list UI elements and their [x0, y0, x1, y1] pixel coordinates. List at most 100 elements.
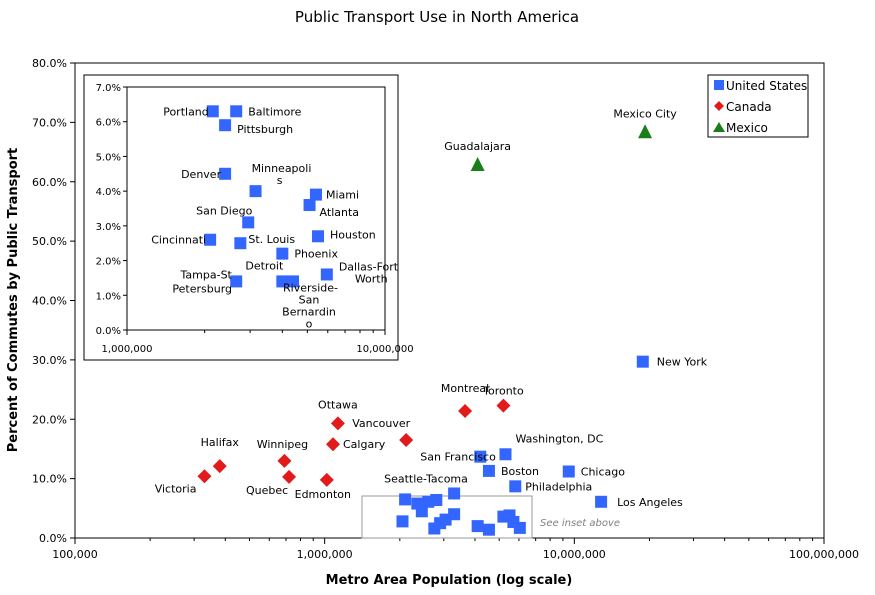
point-label: San Francisco: [420, 451, 496, 464]
inset-y-tick-label: 4.0%: [96, 187, 121, 198]
point-label: Guadalajara: [444, 140, 511, 153]
inset-point-label: Pittsburgh: [237, 123, 293, 136]
inset-indicator-box: [361, 495, 533, 539]
us-point: [396, 515, 409, 528]
x-tick-label: 10,000,000: [543, 548, 606, 561]
inset-point-dallas-fort-worth: [320, 268, 333, 281]
us-point-boston: [482, 464, 495, 477]
inset-point-phoenix: [276, 247, 289, 260]
inset-point-miami: [309, 188, 322, 201]
point-label: Edmonton: [295, 488, 351, 501]
point-label: Washington, DC: [515, 432, 603, 445]
us-point: [471, 520, 484, 533]
y-tick-label: 20.0%: [32, 413, 67, 426]
legend-marker-canada: [714, 101, 724, 111]
inset-point-san-diego: [242, 216, 255, 229]
inset-plot-area: [126, 86, 386, 331]
us-point: [415, 505, 428, 518]
legend-box: [707, 74, 809, 138]
x-tick-label: 1,000,000: [297, 548, 353, 561]
inset-chart: 0.0% 1.0% 2.0% 3.0% 4.0% 5.0% 6.0% 7.0% 1,000,00…: [83, 74, 414, 361]
point-label: Seattle-Tacoma: [384, 472, 468, 485]
inset-point-houston: [312, 230, 325, 243]
point-label: Toronto: [482, 385, 524, 398]
main-series: New York Washington, DC Boston Chicago San F…: [155, 107, 708, 536]
us-point-new-york: [636, 355, 649, 368]
inset-point-label: Phoenix: [294, 248, 338, 261]
inset-point-st-louis: [234, 237, 247, 250]
point-label: Los Angeles: [617, 496, 683, 509]
legend-label-canada: Canada: [726, 100, 772, 114]
canada-point-calgary: [326, 437, 341, 452]
point-label: Boston: [501, 465, 539, 478]
legend-marker-us: [714, 80, 724, 90]
inset-point-label: Detroit: [245, 259, 284, 272]
canada-point-victoria: [197, 469, 212, 484]
inset-point-label: Minneapoli s: [252, 162, 312, 187]
us-point-washington-dc: [499, 448, 512, 461]
inset-point-label: Atlanta: [320, 206, 359, 219]
y-tick-label: 40.0%: [32, 295, 67, 308]
us-point-san-francisco: [474, 450, 487, 463]
inset-series: Portland Baltimore Pittsburgh Denver Minneap…: [151, 105, 399, 330]
legend-marker-mexico: [713, 122, 725, 132]
us-point: [448, 508, 461, 521]
y-tick-label: 10.0%: [32, 473, 67, 486]
us-point: [482, 523, 495, 536]
x-tick-label: 100,000: [52, 548, 98, 561]
inset-point-pittsburgh: [219, 119, 232, 132]
canada-point-vancouver: [399, 433, 414, 448]
x-tick-label: 100,000,000: [789, 548, 859, 561]
chart-title: Public Transport Use in North America: [295, 8, 579, 26]
inset-y-tick-label: 2.0%: [96, 257, 121, 268]
inset-point-label: Portland: [163, 105, 209, 118]
inset-y-tick-label: 1.0%: [96, 291, 121, 302]
x-axis: 100,000 1,000,000 10,000,000 100,000,000: [52, 538, 859, 561]
us-point-seattle-tacoma: [448, 487, 461, 500]
point-label: Chicago: [581, 466, 625, 479]
inset-x-tick-label: 1,000,000: [102, 344, 153, 355]
y-tick-label: 30.0%: [32, 354, 67, 367]
us-point: [513, 521, 526, 534]
us-point-chicago: [562, 465, 575, 478]
point-label: Halifax: [201, 436, 240, 449]
legend: United States Canada Mexico: [707, 74, 809, 138]
inset-y-tick-label: 7.0%: [96, 83, 121, 94]
y-tick-label: 80.0%: [32, 57, 67, 70]
legend-label-us: United States: [726, 79, 807, 93]
point-label: Quebec: [246, 484, 288, 497]
y-tick-label: 60.0%: [32, 176, 67, 189]
inset-point-label: St. Louis: [248, 233, 295, 246]
point-label: New York: [657, 356, 708, 369]
point-label: Vancouver: [352, 417, 410, 430]
y-tick-label: 50.0%: [32, 235, 67, 248]
us-point-los-angeles: [595, 495, 608, 508]
y-tick-label: 70.0%: [32, 116, 67, 129]
point-label: Mexico City: [613, 107, 677, 120]
inset-x-tick-label: 10,000,000: [356, 344, 413, 355]
canada-point-edmonton: [319, 472, 334, 487]
inset-y-tick-label: 3.0%: [96, 222, 121, 233]
inset-point-label: Denver: [181, 168, 221, 181]
y-axis-title: Percent of Commutes by Public Transport: [6, 148, 21, 453]
inset-axes: 0.0% 1.0% 2.0% 3.0% 4.0% 5.0% 6.0% 7.0% 1,000,00…: [96, 83, 414, 355]
inset-y-tick-label: 0.0%: [96, 326, 121, 337]
point-label: Montreal: [441, 382, 489, 395]
inset-point-riverside-san-bernardino: [287, 275, 300, 288]
inset-point-label: Dallas-Fort Worth: [339, 260, 399, 285]
x-axis-title: Metro Area Population (log scale): [326, 573, 573, 588]
canada-point-toronto: [496, 398, 511, 413]
point-label: Winnipeg: [257, 438, 308, 451]
canada-point-quebec: [282, 469, 297, 484]
inset-point-portland: [206, 105, 219, 118]
y-tick-label: 0.0%: [39, 532, 67, 545]
point-label: Ottawa: [318, 398, 358, 411]
inset-point-label: Tampa-St Petersburg: [172, 268, 232, 295]
inset-y-tick-label: 5.0%: [96, 152, 121, 163]
inset-point-atlanta: [303, 199, 316, 212]
mexico-point-mexico-city: [638, 124, 653, 139]
inset-point-detroit: [276, 275, 289, 288]
point-label: Calgary: [343, 438, 386, 451]
inset-y-tick-label: 6.0%: [96, 118, 121, 129]
